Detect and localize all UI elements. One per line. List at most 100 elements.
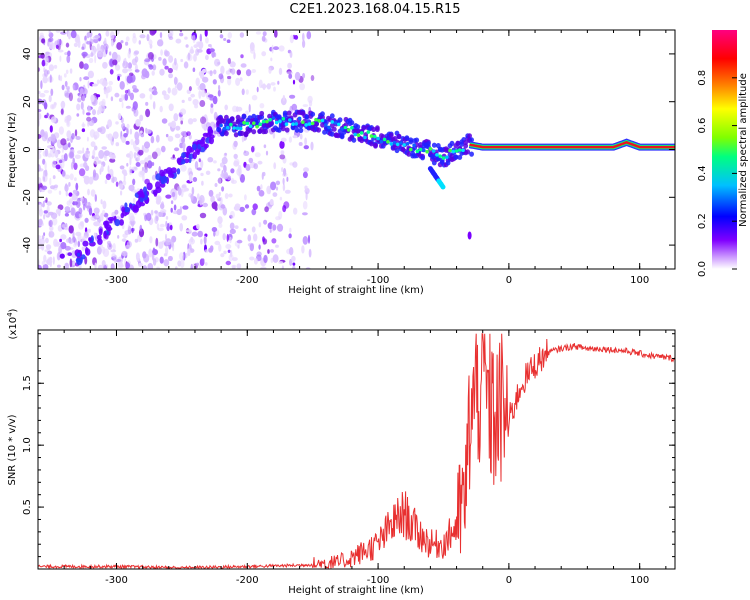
noise-speckle	[158, 56, 162, 61]
noise-speckle	[166, 167, 173, 175]
noise-speckle	[170, 207, 173, 213]
noise-speckle	[260, 184, 263, 190]
noise-speckle	[190, 194, 194, 200]
ridge-peak	[324, 123, 328, 127]
noise-speckle	[105, 133, 110, 138]
noise-speckle	[173, 113, 179, 122]
noise-speckle	[42, 76, 48, 84]
noise-speckle	[179, 138, 182, 145]
noise-speckle	[108, 80, 113, 86]
noise-speckle	[126, 241, 132, 248]
noise-speckle	[129, 203, 133, 209]
noise-speckle	[283, 201, 290, 209]
noise-speckle	[64, 213, 69, 217]
noise-speckle	[171, 87, 178, 96]
noise-speckle	[243, 228, 247, 232]
ridge-cell	[445, 160, 451, 166]
ridge-cell	[469, 151, 474, 157]
noise-speckle	[127, 51, 131, 59]
noise-speckle	[44, 69, 48, 78]
noise-speckle	[174, 133, 181, 139]
noise-speckle	[121, 206, 126, 213]
ridge-cell	[284, 127, 290, 133]
noise-speckle	[147, 52, 154, 60]
ridge-cell	[355, 124, 361, 130]
noise-speckle	[83, 63, 89, 70]
noise-speckle	[61, 84, 65, 91]
noise-speckle	[123, 60, 126, 66]
noise-speckle	[134, 69, 140, 73]
noise-speckle	[121, 169, 127, 175]
noise-speckle	[134, 166, 137, 170]
noise-speckle	[282, 183, 286, 192]
noise-speckle	[307, 234, 311, 244]
noise-speckle	[72, 189, 78, 194]
noise-speckle	[64, 206, 71, 212]
noise-speckle	[180, 120, 183, 125]
noise-speckle	[266, 83, 271, 90]
noise-speckle	[179, 259, 185, 269]
noise-speckle	[222, 171, 229, 180]
noise-speckle	[92, 169, 97, 178]
noise-speckle	[70, 162, 74, 170]
noise-speckle	[229, 61, 236, 68]
noise-speckle	[178, 252, 185, 261]
noise-speckle	[107, 242, 113, 250]
noise-speckle	[54, 150, 59, 158]
noise-speckle	[77, 252, 81, 257]
ridge-band-core	[469, 140, 675, 149]
noise-speckle	[263, 219, 268, 225]
noise-speckle	[211, 201, 218, 210]
noise-speckle	[122, 122, 125, 130]
ridge-peak	[291, 122, 295, 126]
noise-speckle	[167, 87, 171, 94]
noise-speckle	[82, 88, 88, 96]
noise-speckle	[218, 243, 222, 252]
noise-speckle	[81, 246, 86, 251]
noise-speckle	[138, 149, 144, 156]
noise-speckle	[114, 219, 121, 227]
ridge-cell	[241, 114, 247, 120]
noise-speckle	[75, 182, 79, 191]
noise-speckle	[169, 224, 173, 231]
noise-speckle	[310, 141, 314, 151]
noise-speckle	[291, 103, 298, 111]
noise-speckle	[159, 105, 163, 113]
noise-speckle	[258, 190, 265, 197]
noise-speckle	[60, 100, 66, 109]
noise-speckle	[222, 233, 226, 241]
ridge-peak	[337, 122, 341, 127]
noise-speckle	[214, 240, 221, 246]
noise-speckle	[67, 31, 71, 40]
noise-speckle	[64, 80, 68, 87]
noise-speckle	[263, 144, 267, 149]
noise-speckle	[129, 156, 132, 166]
ridge-cell	[229, 116, 235, 122]
noise-speckle	[265, 150, 269, 156]
noise-speckle	[236, 263, 242, 269]
ridge-cell	[453, 154, 459, 160]
noise-speckle	[220, 204, 226, 209]
noise-speckle	[176, 208, 182, 216]
noise-speckle	[170, 200, 174, 205]
noise-speckle	[233, 205, 240, 211]
snr-xlabel: Height of straight line (km)	[288, 585, 424, 596]
noise-speckle	[190, 35, 193, 40]
ridge-peak	[438, 154, 443, 158]
ridge-cell	[449, 140, 455, 146]
noise-speckle	[87, 106, 92, 112]
noise-speckle	[152, 189, 158, 196]
noise-speckle	[289, 247, 294, 256]
ridge-peak	[422, 148, 426, 153]
noise-speckle	[46, 112, 49, 117]
noise-speckle	[278, 45, 285, 52]
noise-speckle	[153, 86, 156, 94]
ridge-peak	[431, 149, 436, 153]
noise-speckle	[185, 252, 188, 259]
noise-speckle	[135, 252, 140, 261]
noise-speckle	[105, 173, 111, 181]
colorbar-tick-label: 0.8	[697, 70, 708, 86]
noise-speckle	[170, 120, 177, 129]
noise-speckle	[117, 113, 122, 120]
noise-speckle	[126, 75, 133, 84]
